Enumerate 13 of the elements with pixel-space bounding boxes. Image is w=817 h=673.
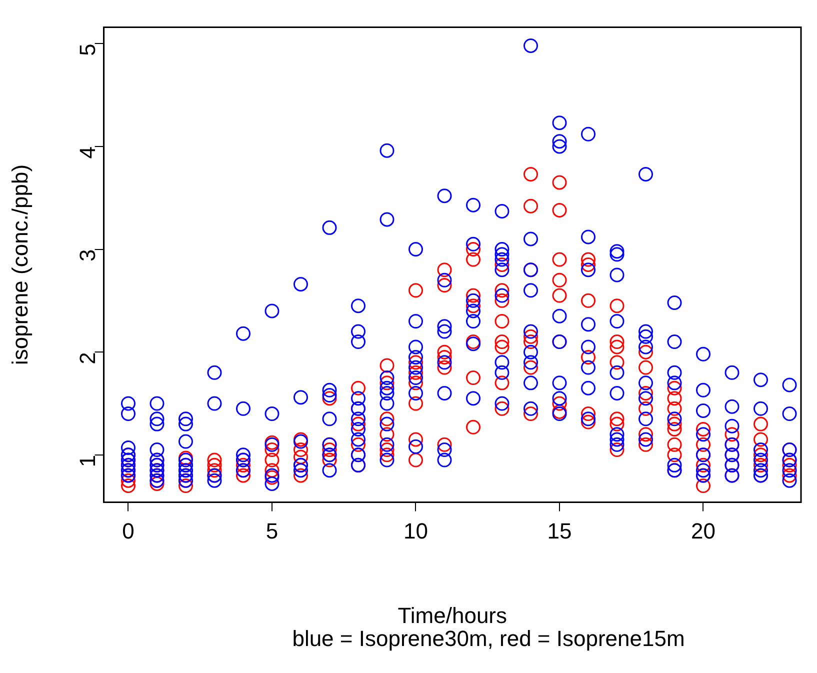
y-tick-label: 3 xyxy=(74,249,100,262)
y-tick-label: 1 xyxy=(74,454,100,468)
x-tick-label: 0 xyxy=(122,518,134,544)
y-axis-title: isoprene (conc./ppb) xyxy=(7,164,32,365)
x-axis-title: Time/hours xyxy=(398,602,508,628)
x-tick-label: 20 xyxy=(691,518,716,544)
y-tick-label: 5 xyxy=(74,44,100,56)
text: blue = Isoprene30m, red = Isoprene15m xyxy=(291,626,686,652)
y-tick-label: 4 xyxy=(74,146,100,159)
x-tick-label: 15 xyxy=(547,518,572,544)
x-tick-label: 10 xyxy=(404,518,428,544)
x-tick-label: 5 xyxy=(266,518,278,544)
y-tick-label: 2 xyxy=(74,352,100,364)
